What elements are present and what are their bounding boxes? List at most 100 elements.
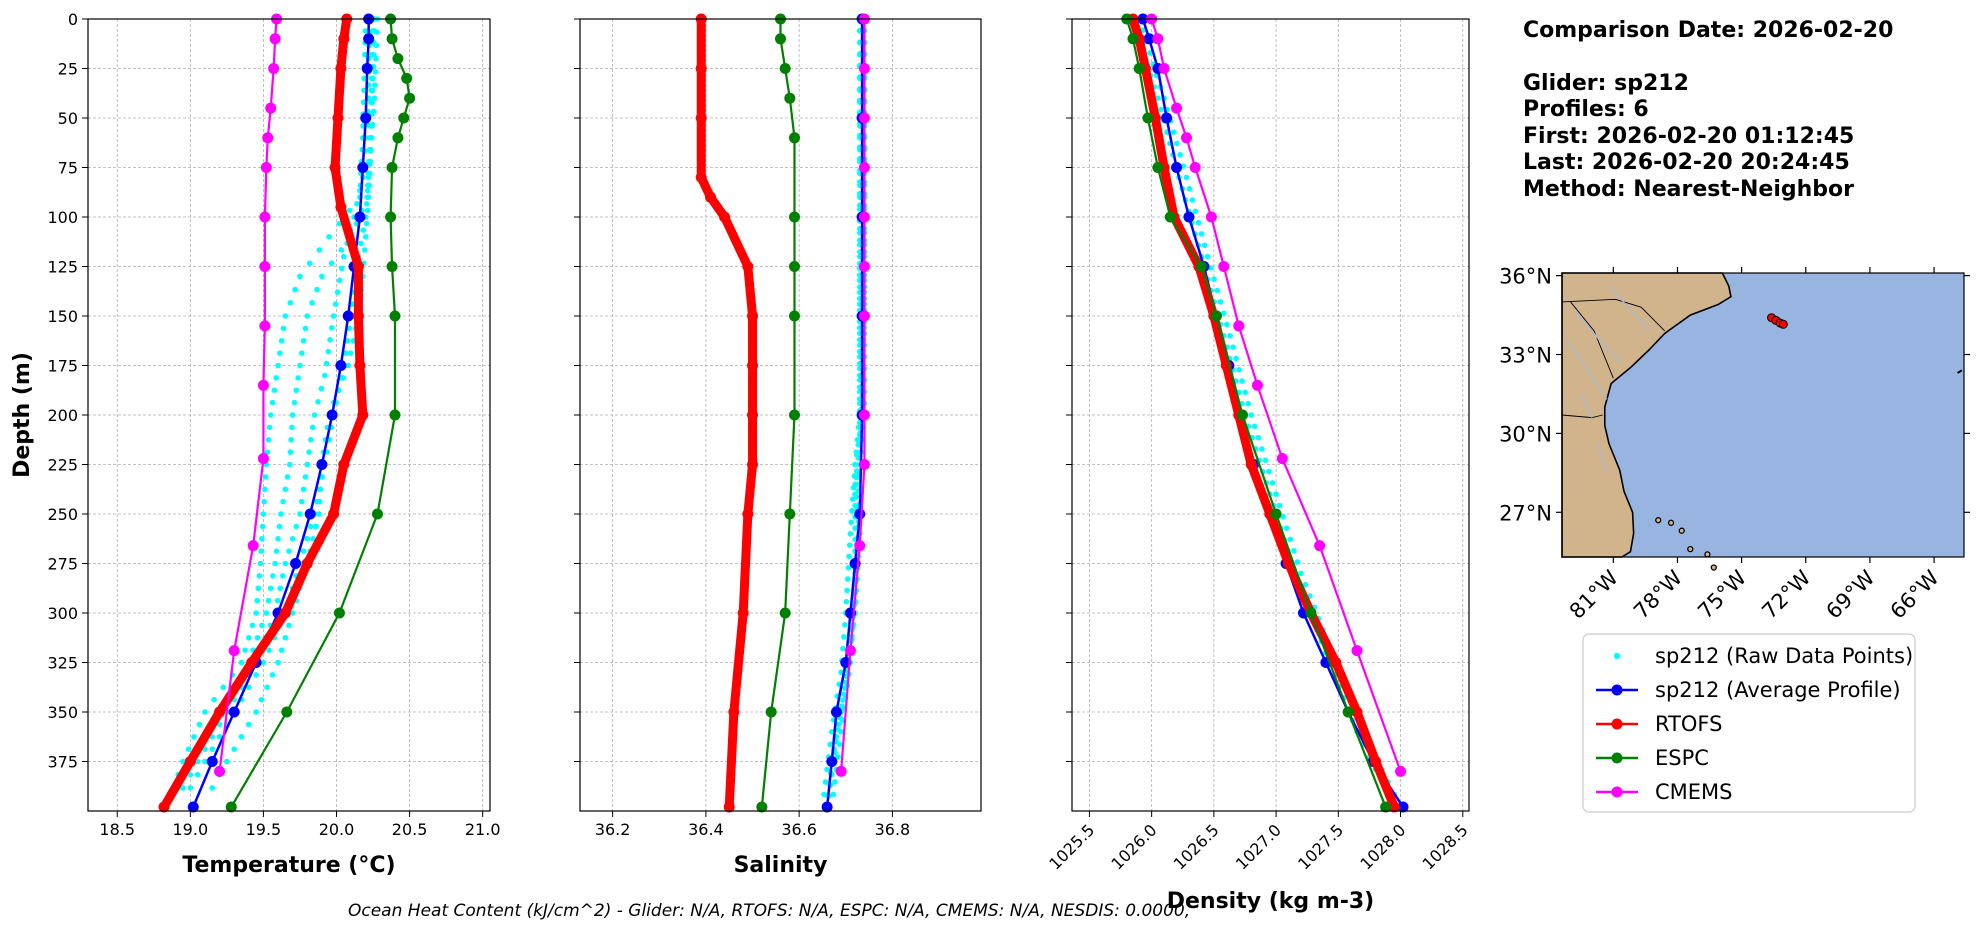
raw-point	[187, 785, 194, 791]
legend-entry-rtofs: RTOFS	[1596, 712, 1722, 736]
series-point-rtofs	[352, 261, 364, 272]
series-point-rtofs	[338, 459, 350, 470]
raw-point	[280, 498, 286, 505]
raw-point	[297, 362, 303, 369]
raw-point	[275, 535, 281, 542]
raw-point	[319, 273, 325, 280]
series-point-avg	[1183, 211, 1195, 223]
raw-point	[211, 696, 217, 703]
raw-point	[267, 412, 274, 418]
raw-point	[209, 785, 216, 791]
series-point-avg	[316, 459, 328, 470]
raw-point	[275, 362, 281, 369]
series-point-rtofs	[742, 261, 754, 272]
raw-point	[1189, 197, 1196, 203]
raw-point	[311, 412, 318, 418]
map-lon-label: 66°W	[1886, 565, 1944, 623]
legend: sp212 (Raw Data Points) sp212 (Average Pr…	[1582, 633, 1916, 813]
raw-point	[1186, 185, 1193, 192]
raw-point	[1255, 434, 1262, 441]
series-point-rtofs	[338, 33, 350, 45]
y-tick-label: 25	[58, 60, 78, 79]
raw-point	[306, 449, 312, 455]
series-espc-1	[756, 13, 800, 813]
series-point-avg	[1161, 112, 1173, 124]
raw-point	[277, 350, 283, 356]
raw-point	[202, 758, 208, 765]
raw-point	[1170, 129, 1177, 135]
raw-point	[1236, 366, 1242, 373]
raw-point	[293, 523, 300, 530]
series-avg-0	[187, 13, 375, 813]
series-point-avg	[826, 756, 838, 767]
raw-point	[278, 337, 285, 344]
raw-point	[330, 313, 337, 319]
raw-point	[1245, 400, 1251, 407]
raw-point	[325, 348, 332, 355]
raw-point	[293, 387, 300, 394]
x-tick-label: 19.5	[246, 820, 282, 839]
series-point-avg	[854, 508, 866, 520]
y-axis-label: Depth (m)	[10, 352, 35, 478]
series-point-espc	[1210, 310, 1222, 322]
series-point-espc	[779, 607, 791, 619]
raw-point	[360, 227, 367, 233]
series-point-cmems	[259, 211, 271, 223]
series-point-espc	[386, 33, 398, 45]
series-point-cmems	[265, 102, 277, 114]
series-point-rtofs	[328, 508, 340, 520]
legend-label-raw: sp212 (Raw Data Points)	[1655, 644, 1913, 668]
series-line-rtofs	[696, 19, 758, 808]
raw-point	[1298, 570, 1304, 577]
raw-point	[1262, 457, 1269, 464]
raw-point	[313, 523, 319, 530]
x-tick-label: 1028.5	[1419, 820, 1472, 873]
raw-point	[1174, 140, 1180, 147]
raw-point	[253, 709, 259, 715]
series-point-cmems	[1158, 63, 1170, 74]
series-point-avg	[821, 801, 833, 813]
legend-marker-avg	[1611, 684, 1623, 696]
y-tick-label: 0	[68, 10, 78, 29]
raw-point	[317, 486, 324, 493]
raw-point	[246, 684, 252, 691]
series-line-cmems	[1150, 18, 1402, 772]
map-lon-label: 72°W	[1757, 565, 1815, 623]
x-tick-label: 36.8	[875, 820, 911, 839]
raw-point	[1280, 514, 1287, 520]
series-point-rtofs	[719, 211, 731, 223]
series-point-espc	[765, 706, 777, 718]
grid-0	[88, 18, 490, 811]
raw-point	[824, 766, 830, 773]
raw-point	[340, 375, 347, 381]
raw-point	[1269, 480, 1276, 486]
series-line-avg	[192, 19, 370, 808]
raw-point	[1220, 310, 1227, 316]
raw-point	[363, 220, 370, 227]
raw-point	[842, 622, 848, 628]
map-island	[1667, 519, 1675, 526]
map-island	[1704, 551, 1711, 558]
raw-point	[828, 729, 835, 735]
raw-point	[369, 99, 376, 105]
raw-point	[287, 300, 294, 306]
raw-point	[309, 300, 315, 306]
x-tick-label: 36.4	[688, 820, 724, 839]
raw-point	[840, 645, 846, 652]
raw-point	[1273, 491, 1279, 498]
series-point-espc	[281, 706, 293, 718]
legend-entry-cmems: CMEMS	[1596, 780, 1733, 804]
raw-point	[269, 672, 276, 678]
x-tick-label: 20.5	[392, 820, 428, 839]
raw-point	[276, 523, 283, 530]
raw-point	[1183, 174, 1190, 181]
series-point-espc	[788, 211, 800, 223]
raw-point	[209, 746, 216, 752]
raw-point	[827, 741, 834, 748]
series-point-cmems	[1314, 540, 1326, 552]
series-point-cmems	[269, 33, 281, 45]
map-lat-label: 27°N	[1499, 501, 1552, 525]
y-tick-label: 225	[47, 456, 78, 475]
raw-point	[260, 511, 267, 517]
raw-point	[1294, 559, 1301, 565]
